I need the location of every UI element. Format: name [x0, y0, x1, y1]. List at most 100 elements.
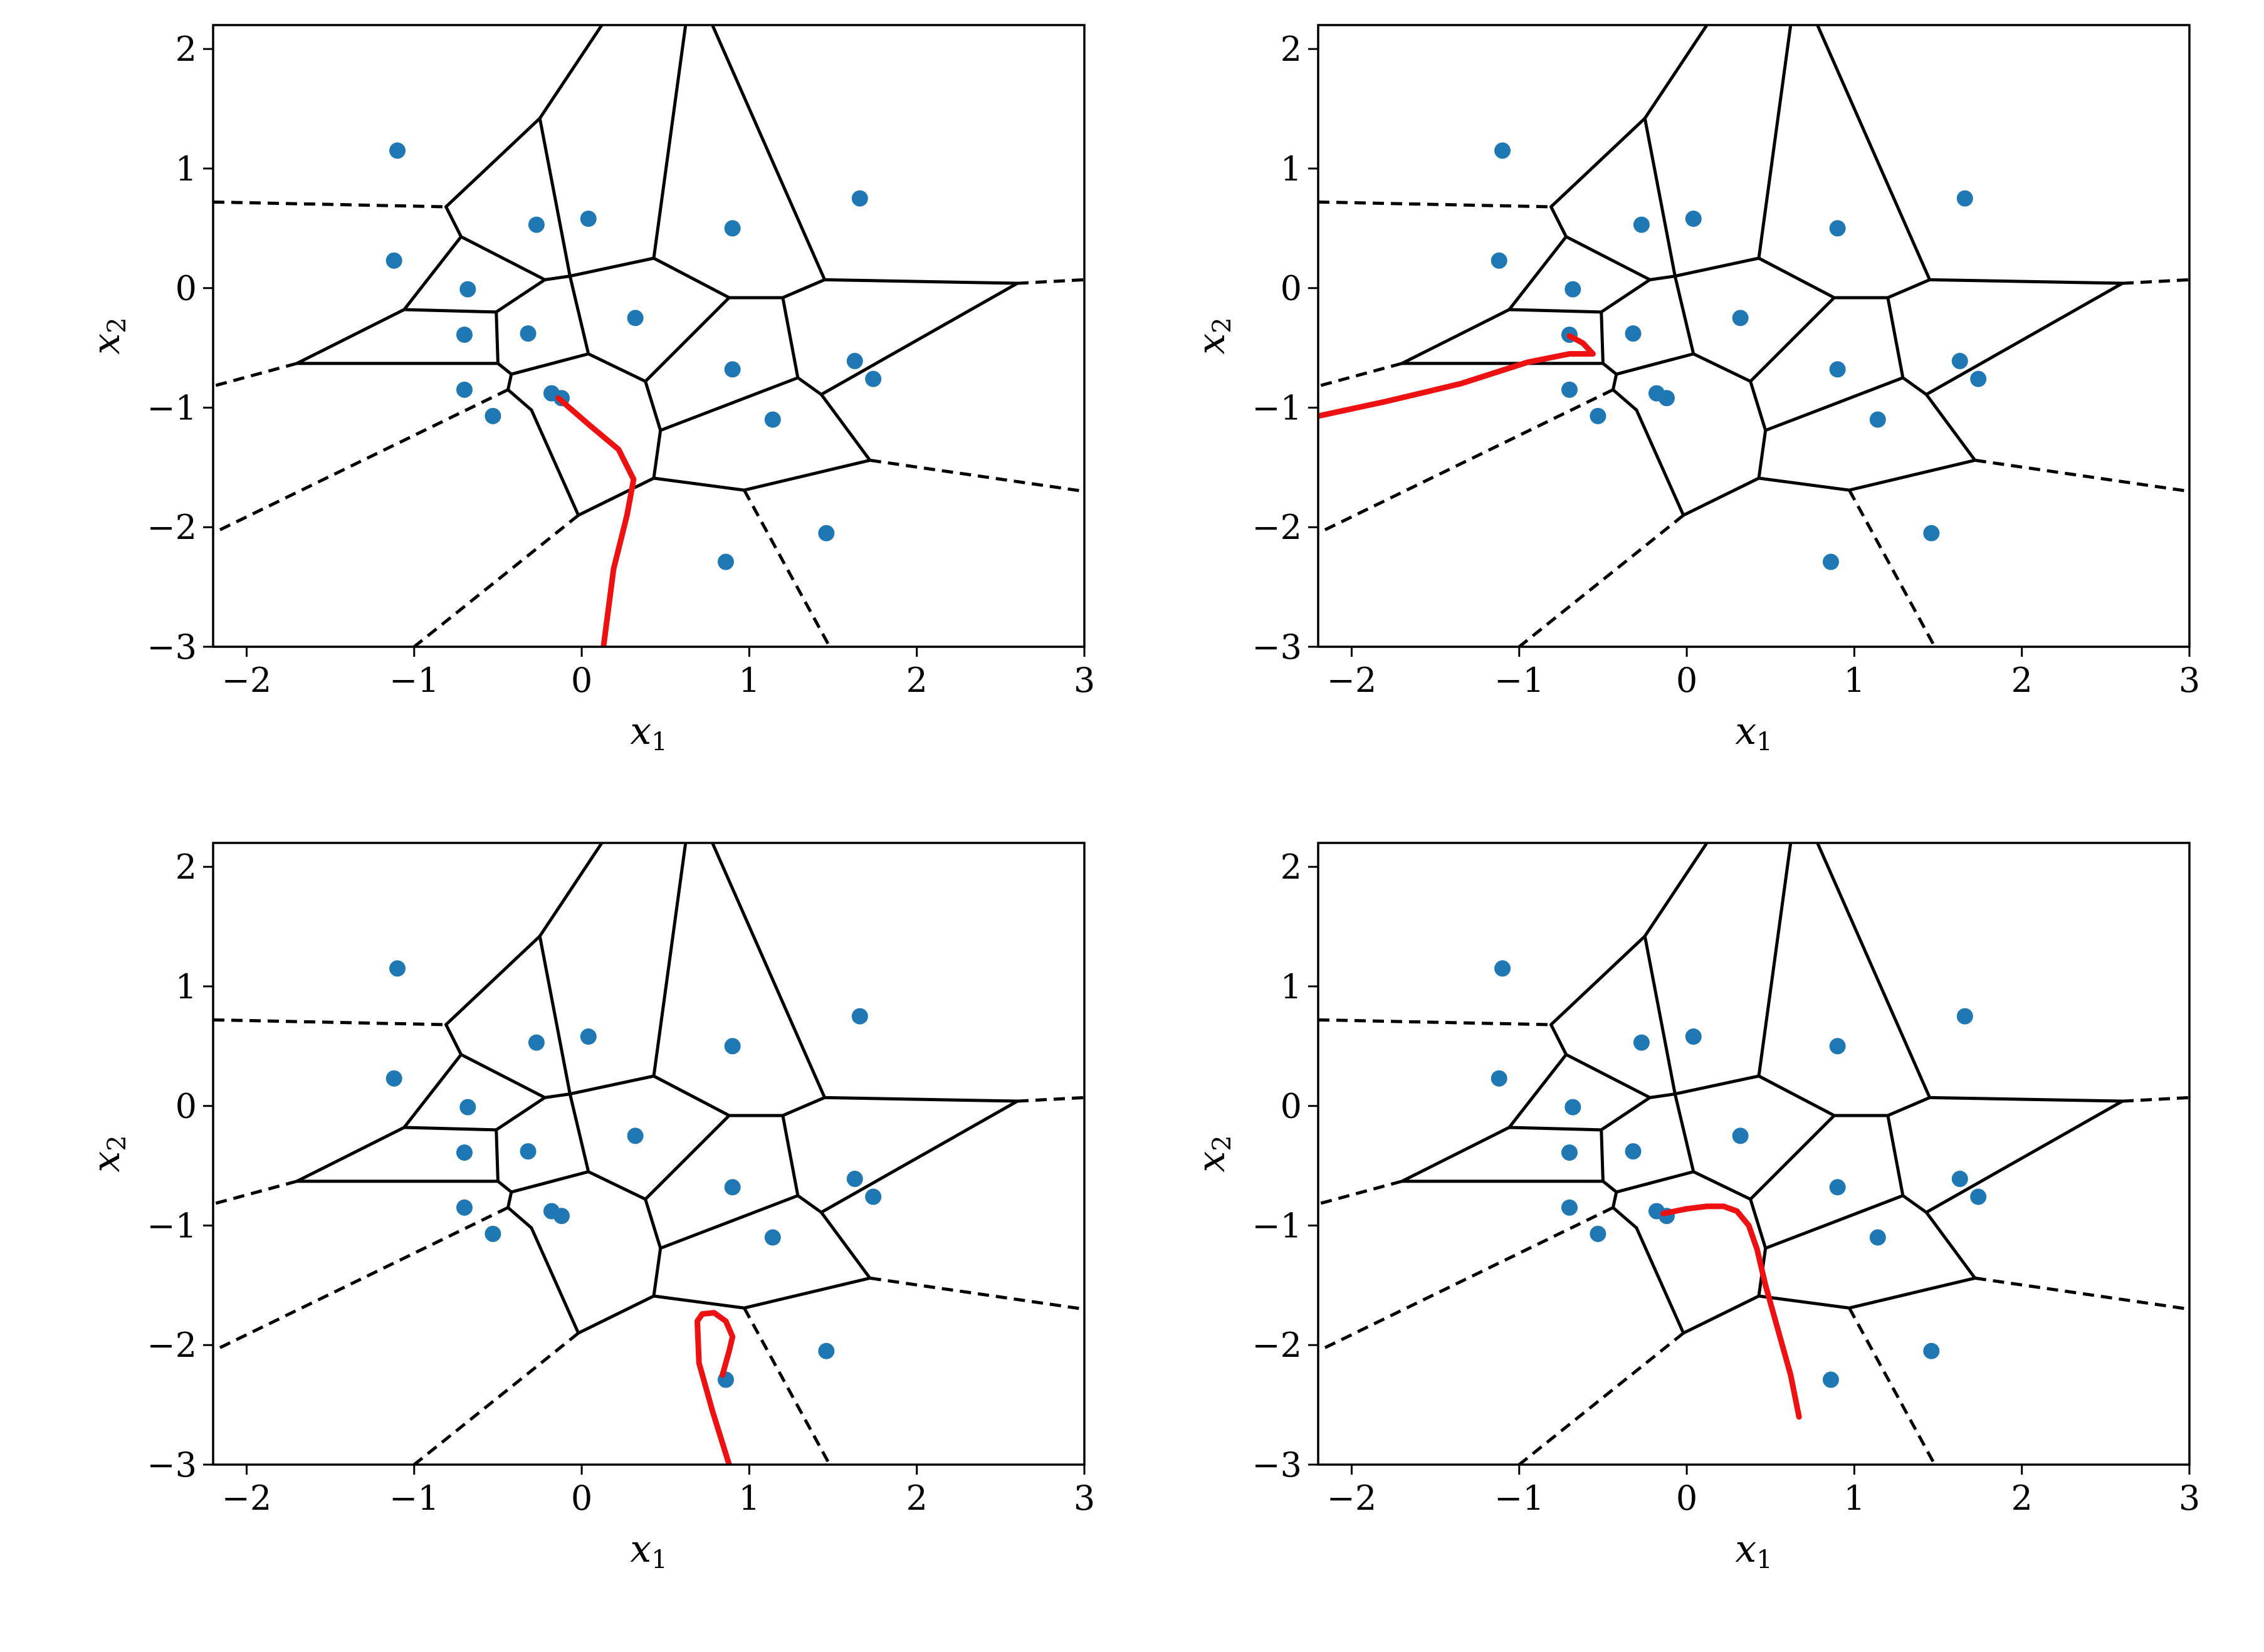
x-tick-label: 2 — [2011, 661, 2033, 700]
voronoi-edge — [1648, 1092, 1677, 1099]
voronoi-edge — [577, 1294, 656, 1335]
voronoi-edge — [538, 934, 572, 1096]
x-tick-label: 1 — [738, 1478, 760, 1518]
data-point — [818, 1342, 835, 1359]
y-tick-label: −2 — [147, 508, 197, 547]
voronoi-edge — [577, 476, 656, 517]
data-point — [1625, 1143, 1642, 1160]
data-point — [1685, 211, 1702, 227]
voronoi-edge — [495, 278, 547, 314]
data-point — [1625, 325, 1642, 342]
voronoi-edge — [1924, 281, 2124, 396]
data-point — [485, 407, 501, 424]
data-point — [1970, 1188, 1987, 1205]
y-tick-label: −3 — [147, 1445, 197, 1485]
data-point — [1923, 1342, 1940, 1359]
voronoi-edge — [1692, 352, 1753, 383]
voronoi-edge — [1635, 408, 1685, 517]
voronoi-edge-dashed — [743, 489, 831, 647]
y-tick-label: −2 — [1252, 508, 1302, 547]
voronoi-edge — [1601, 362, 1618, 376]
voronoi-edge — [644, 379, 663, 432]
voronoi-edge-dashed — [869, 458, 1084, 493]
data-point — [553, 1208, 570, 1225]
y-axis-label: x2 — [1190, 317, 1237, 354]
voronoi-edge — [1928, 278, 2124, 285]
data-point — [1829, 220, 1846, 237]
voronoi-edge — [538, 117, 572, 278]
voronoi-edge — [1635, 1226, 1685, 1335]
trajectory-line — [1318, 333, 1596, 419]
plot-area — [213, 843, 1084, 1465]
voronoi-edge — [402, 1126, 498, 1132]
data-point — [459, 281, 476, 298]
voronoi-edge — [652, 843, 688, 1078]
voronoi-edge — [644, 296, 731, 383]
voronoi-edge — [496, 362, 513, 376]
voronoi-edge — [444, 1023, 463, 1057]
voronoi-edge — [711, 843, 827, 1099]
data-point — [520, 1143, 537, 1160]
voronoi-edge — [1886, 1114, 1905, 1198]
axes-frame — [1317, 842, 2191, 1466]
y-tick-label: −3 — [1252, 1445, 1302, 1485]
panel-top-left: −2 −1 0 1 2 3 −3 −2 −1 0 1 2 x1 x2 — [85, 24, 1095, 756]
voronoi-edge — [1749, 296, 1836, 383]
y-tick-label: 0 — [1281, 1087, 1302, 1126]
voronoi-edge — [495, 1095, 547, 1132]
data-point — [389, 142, 406, 159]
voronoi-edge — [1611, 1206, 1638, 1230]
voronoi-edge — [652, 256, 731, 300]
y-tick-label: −3 — [1252, 627, 1302, 667]
voronoi-edge — [530, 1226, 580, 1335]
data-point — [459, 1099, 476, 1116]
voronoi-edge — [1886, 296, 1905, 380]
plot-area — [1318, 25, 2189, 647]
data-point — [1822, 1371, 1839, 1388]
voronoi-edge — [1757, 1074, 1836, 1117]
voronoi-edge — [711, 25, 827, 281]
y-tick-label: −1 — [1252, 1206, 1302, 1245]
x-tick-label: 1 — [738, 661, 760, 700]
voronoi-edge — [1924, 1210, 1977, 1280]
data-point — [580, 211, 597, 227]
voronoi-edge-dashed — [213, 1018, 446, 1027]
voronoi-edge — [1816, 843, 1932, 1099]
voronoi-edge — [1673, 256, 1761, 278]
voronoi-edge — [1600, 1095, 1652, 1132]
data-point — [456, 327, 473, 343]
voronoi-edge — [796, 1194, 823, 1214]
data-point — [1829, 361, 1846, 378]
voronoi-edge-dashed — [1318, 362, 1403, 388]
data-point — [1590, 407, 1606, 424]
voronoi-edge — [659, 1194, 800, 1250]
voronoi-edge — [444, 205, 463, 239]
voronoi-edge — [1757, 843, 1793, 1078]
voronoi-edge — [1643, 25, 1709, 120]
data-point — [528, 1034, 545, 1051]
voronoi-edge — [819, 392, 872, 462]
voronoi-edge — [1564, 1053, 1652, 1099]
data-point — [1822, 553, 1839, 570]
voronoi-edge — [587, 1170, 647, 1201]
voronoi-edge — [1673, 1074, 1761, 1096]
voronoi-edge — [1507, 1053, 1568, 1129]
voronoi-edge-dashed — [1017, 1095, 1084, 1103]
voronoi-edge — [496, 1179, 513, 1194]
x-tick-label: 2 — [2011, 1478, 2033, 1518]
voronoi-edge — [1601, 1179, 1618, 1194]
data-point — [1923, 525, 1940, 541]
voronoi-edge-dashed — [1318, 200, 1551, 209]
voronoi-edge-dashed — [413, 1332, 580, 1465]
voronoi-edge — [1673, 1092, 1695, 1174]
voronoi-edge-dashed — [1974, 1276, 2189, 1311]
voronoi-edge — [1924, 1099, 2124, 1214]
voronoi-edge — [1507, 1126, 1603, 1132]
voronoi-edge — [644, 1197, 663, 1250]
data-point — [1869, 411, 1886, 428]
voronoi-edge — [402, 1053, 463, 1129]
data-point — [1956, 1008, 1973, 1025]
voronoi-edge — [1507, 235, 1568, 311]
data-point — [385, 252, 402, 269]
